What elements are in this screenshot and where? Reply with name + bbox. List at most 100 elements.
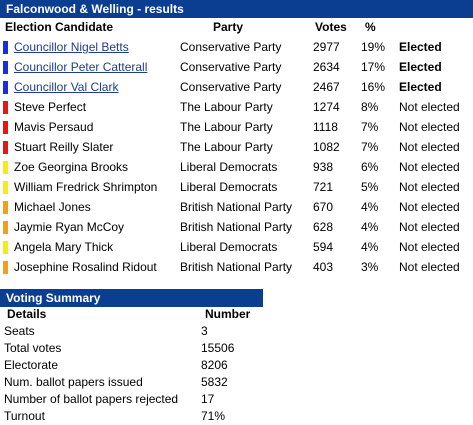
- summary-value: 71%: [201, 409, 226, 423]
- candidate-percent: 4%: [361, 220, 379, 234]
- candidate-row: Michael Jones British National Party 670 4%…: [0, 197, 473, 217]
- summary-row: Num. ballot papers issued 5832: [0, 374, 473, 391]
- candidate-status: Not elected: [399, 180, 460, 194]
- candidate-row: Jaymie Ryan McCoy British National Party 6…: [0, 217, 473, 237]
- candidate-votes: 2977: [313, 40, 340, 54]
- candidate-percent: 7%: [361, 120, 379, 134]
- summary-label: Seats: [4, 324, 35, 338]
- candidate-party: Conservative Party: [180, 40, 282, 54]
- party-column-header: Party: [213, 20, 244, 34]
- summary-label: Electorate: [4, 358, 59, 372]
- candidate-name[interactable]: Councillor Nigel Betts: [14, 40, 129, 54]
- summary-label: Turnout: [4, 409, 45, 423]
- summary-value: 17: [201, 392, 215, 406]
- summary-value: 15506: [201, 341, 235, 355]
- candidate-row: Mavis Persaud The Labour Party 1118 7% Not e…: [0, 117, 473, 137]
- candidate-party: The Labour Party: [180, 140, 273, 154]
- candidate-party: Conservative Party: [180, 80, 282, 94]
- candidate-status: Not elected: [399, 220, 460, 234]
- candidate-row: William Fredrick Shrimpton Liberal Democr…: [0, 177, 473, 197]
- candidate-status: Not elected: [399, 260, 460, 274]
- candidate-votes: 1082: [313, 140, 340, 154]
- candidate-row: Councillor Val Clark Conservative Party 24…: [0, 77, 473, 97]
- summary-label: Total votes: [4, 341, 62, 355]
- candidate-name: Michael Jones: [14, 200, 91, 214]
- candidate-name: Josephine Rosalind Ridout: [14, 260, 157, 274]
- candidate-status: Elected: [399, 80, 442, 94]
- candidate-status: Not elected: [399, 140, 460, 154]
- party-color-swatch: [3, 61, 8, 74]
- summary-title-bar: Voting Summary: [0, 289, 263, 307]
- summary-row: Total votes 15506: [0, 340, 473, 357]
- candidate-votes: 594: [313, 240, 334, 254]
- candidate-party: British National Party: [180, 260, 293, 274]
- candidate-percent: 19%: [361, 40, 386, 54]
- candidate-party: Liberal Democrats: [180, 180, 278, 194]
- candidate-name[interactable]: Councillor Peter Catterall: [14, 60, 148, 74]
- candidate-votes: 2634: [313, 60, 340, 74]
- candidate-status: Not elected: [399, 120, 460, 134]
- party-color-swatch: [3, 161, 8, 174]
- candidate-votes: 628: [313, 220, 334, 234]
- candidate-percent: 3%: [361, 260, 379, 274]
- party-color-swatch: [3, 201, 8, 214]
- candidate-percent: 16%: [361, 80, 386, 94]
- party-color-swatch: [3, 241, 8, 254]
- candidate-name: Mavis Persaud: [14, 120, 94, 134]
- candidate-percent: 6%: [361, 160, 379, 174]
- summary-value: 5832: [201, 375, 228, 389]
- percent-column-header: %: [365, 20, 376, 34]
- number-column-header: Number: [205, 307, 251, 321]
- candidate-name: William Fredrick Shrimpton: [14, 180, 158, 194]
- summary-row: Electorate 8206: [0, 357, 473, 374]
- candidate-percent: 7%: [361, 140, 379, 154]
- candidate-name: Steve Perfect: [14, 100, 87, 114]
- candidate-party: Conservative Party: [180, 60, 282, 74]
- party-color-swatch: [3, 181, 8, 194]
- candidate-status: Not elected: [399, 200, 460, 214]
- candidate-party: The Labour Party: [180, 100, 273, 114]
- party-color-swatch: [3, 121, 8, 134]
- candidate-party: The Labour Party: [180, 120, 273, 134]
- candidate-percent: 8%: [361, 100, 379, 114]
- candidate-percent: 4%: [361, 240, 379, 254]
- candidate-row: Zoe Georgina Brooks Liberal Democrats 938 6…: [0, 157, 473, 177]
- summary-row: Number of ballot papers rejected 17: [0, 391, 473, 408]
- summary-value: 8206: [201, 358, 228, 372]
- candidate-row: Angela Mary Thick Liberal Democrats 594 4% N…: [0, 237, 473, 257]
- candidate-row: Josephine Rosalind Ridout British Nationa…: [0, 257, 473, 277]
- candidate-name[interactable]: Councillor Val Clark: [14, 80, 119, 94]
- candidate-party: Liberal Democrats: [180, 160, 278, 174]
- candidate-votes: 403: [313, 260, 334, 274]
- candidate-status: Not elected: [399, 160, 460, 174]
- results-title-bar: Falconwood & Welling - results: [0, 0, 473, 18]
- summary-row: Seats 3: [0, 323, 473, 340]
- summary-label: Num. ballot papers issued: [4, 375, 143, 389]
- summary-label: Number of ballot papers rejected: [4, 392, 179, 406]
- candidate-name: Jaymie Ryan McCoy: [14, 220, 125, 234]
- results-title: Falconwood & Welling - results: [6, 2, 184, 16]
- candidate-percent: 17%: [361, 60, 386, 74]
- candidate-party: Liberal Democrats: [180, 240, 278, 254]
- candidate-percent: 4%: [361, 200, 379, 214]
- party-color-swatch: [3, 41, 8, 54]
- candidate-votes: 1118: [313, 120, 338, 134]
- candidate-party: British National Party: [180, 200, 293, 214]
- candidate-votes: 1274: [313, 100, 340, 114]
- summary-title: Voting Summary: [6, 291, 101, 305]
- candidate-votes: 938: [313, 160, 334, 174]
- party-color-swatch: [3, 101, 8, 114]
- candidate-status: Not elected: [399, 100, 460, 114]
- candidate-name: Angela Mary Thick: [14, 240, 114, 254]
- candidate-status: Elected: [399, 60, 442, 74]
- candidate-row: Stuart Reilly Slater The Labour Party 1082…: [0, 137, 473, 157]
- party-color-swatch: [3, 261, 8, 274]
- candidate-votes: 721: [313, 180, 334, 194]
- candidate-votes: 2467: [313, 80, 340, 94]
- candidate-votes: 670: [313, 200, 334, 214]
- party-color-swatch: [3, 81, 8, 94]
- candidate-column-header: Election Candidate: [5, 20, 114, 34]
- candidate-name: Zoe Georgina Brooks: [14, 160, 129, 174]
- votes-column-header: Votes: [315, 20, 347, 34]
- party-color-swatch: [3, 221, 8, 234]
